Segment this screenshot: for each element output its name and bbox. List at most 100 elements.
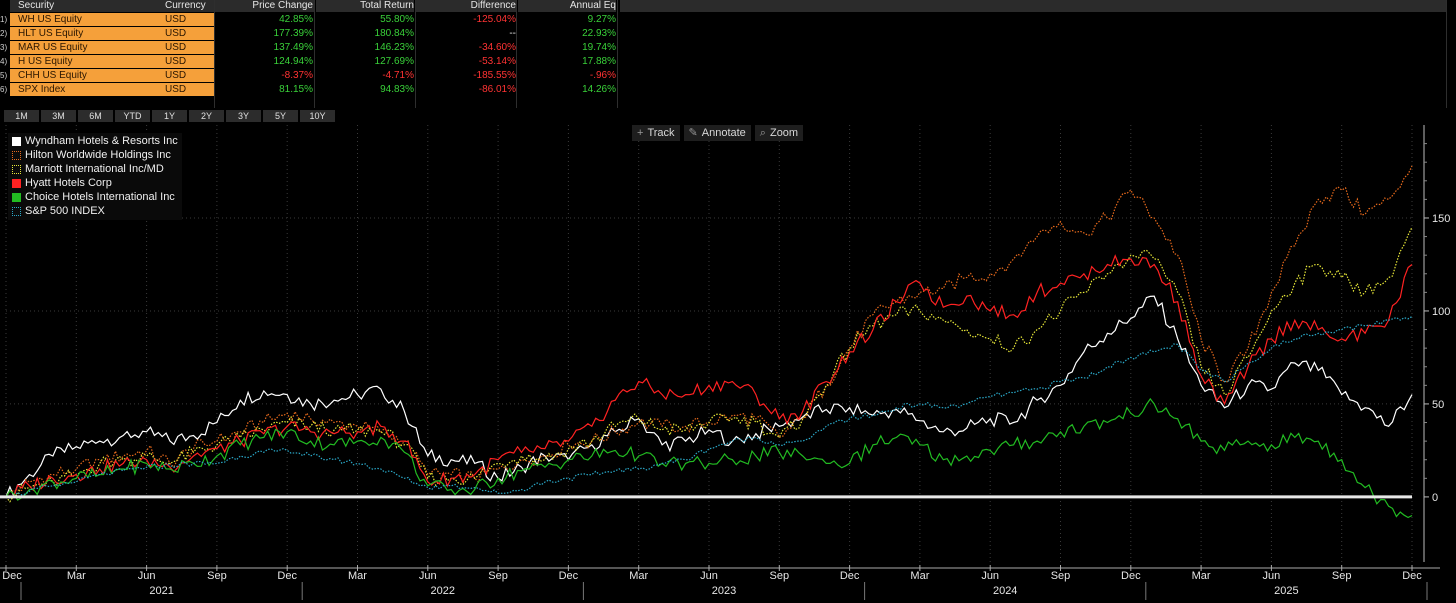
x-tick-label: Jun bbox=[981, 570, 999, 582]
annual-eq-cell: 9.27% bbox=[587, 14, 616, 25]
year-label: 2025 bbox=[1274, 585, 1298, 597]
col-header-security[interactable]: Security bbox=[10, 0, 168, 12]
total-return-cell: 127.69% bbox=[374, 56, 414, 67]
legend-swatch bbox=[12, 178, 21, 188]
column-divider bbox=[1446, 0, 1447, 108]
y-tick-label: 50 bbox=[1432, 399, 1444, 411]
difference-cell: -125.04% bbox=[473, 14, 516, 25]
x-tick-label: Jun bbox=[700, 570, 718, 582]
legend-item[interactable]: Choice Hotels International Inc bbox=[12, 190, 178, 204]
x-tick-label: Sep bbox=[770, 570, 790, 582]
difference-cell: -34.60% bbox=[478, 42, 516, 53]
year-label: 2023 bbox=[712, 585, 736, 597]
pencil-icon: ✎ bbox=[688, 127, 698, 139]
row-number: 3) bbox=[0, 43, 8, 52]
security-cell: HLT US Equity bbox=[10, 27, 168, 40]
x-tick-label: Sep bbox=[1051, 570, 1071, 582]
series-line[interactable] bbox=[5, 295, 1413, 498]
x-tick-label: Dec bbox=[2, 570, 22, 582]
period-button-2y[interactable]: 2Y bbox=[189, 110, 224, 122]
period-button-5y[interactable]: 5Y bbox=[263, 110, 298, 122]
period-button-1y[interactable]: 1Y bbox=[152, 110, 187, 122]
row-number: 1) bbox=[0, 15, 8, 24]
legend-item[interactable]: Hyatt Hotels Corp bbox=[12, 176, 178, 190]
y-tick-label: 150 bbox=[1432, 213, 1450, 225]
legend-item[interactable]: Marriott International Inc/MD bbox=[12, 162, 178, 176]
column-divider bbox=[516, 0, 517, 108]
annual-eq-cell: 22.93% bbox=[582, 28, 616, 39]
series-line[interactable] bbox=[5, 254, 1413, 498]
tool-label: Zoom bbox=[769, 127, 799, 139]
annual-eq-cell: 17.88% bbox=[582, 56, 616, 67]
period-button-6m[interactable]: 6M bbox=[78, 110, 113, 122]
row-number: 6) bbox=[0, 85, 8, 94]
year-label: 2022 bbox=[431, 585, 455, 597]
x-tick-label: Dec bbox=[1121, 570, 1141, 582]
column-divider bbox=[617, 0, 618, 108]
period-button-ytd[interactable]: YTD bbox=[115, 110, 150, 122]
difference-cell: -- bbox=[509, 28, 516, 39]
legend-item[interactable]: Hilton Worldwide Holdings Inc bbox=[12, 148, 178, 162]
period-button-3m[interactable]: 3M bbox=[41, 110, 76, 122]
legend-label: Hyatt Hotels Corp bbox=[25, 177, 112, 189]
summary-table: Security Currency Price Change Total Ret… bbox=[0, 0, 1456, 108]
security-cell: SPX Index bbox=[10, 83, 168, 96]
currency-cell: USD bbox=[162, 55, 214, 68]
annual-eq-cell: -.96% bbox=[589, 70, 616, 81]
row-number: 5) bbox=[0, 71, 8, 80]
x-tick-label: Sep bbox=[488, 570, 508, 582]
legend-item[interactable]: Wyndham Hotels & Resorts Inc bbox=[12, 134, 178, 148]
x-tick-label: Dec bbox=[1402, 570, 1422, 582]
difference-cell: -53.14% bbox=[478, 56, 516, 67]
col-header-price-change[interactable]: Price Change bbox=[215, 0, 315, 12]
series-line[interactable] bbox=[5, 397, 1413, 519]
annual-eq-cell: 19.74% bbox=[582, 42, 616, 53]
chart-toolbar: + Track ✎ Annotate ⌕ Zoom bbox=[632, 125, 804, 141]
period-button-10y[interactable]: 10Y bbox=[300, 110, 335, 122]
x-tick-label: Jun bbox=[419, 570, 437, 582]
period-button-3y[interactable]: 3Y bbox=[226, 110, 261, 122]
difference-cell: -185.55% bbox=[473, 70, 516, 81]
chart-legend: Wyndham Hotels & Resorts Inc Hilton World… bbox=[8, 133, 182, 220]
annotate-button[interactable]: ✎ Annotate bbox=[683, 125, 751, 141]
currency-cell: USD bbox=[162, 69, 214, 82]
legend-swatch bbox=[12, 136, 21, 146]
year-label: 2021 bbox=[149, 585, 173, 597]
legend-label: Hilton Worldwide Holdings Inc bbox=[25, 149, 171, 161]
x-tick-label: Mar bbox=[1192, 570, 1211, 582]
crosshair-icon: + bbox=[637, 127, 644, 139]
currency-cell: USD bbox=[162, 41, 214, 54]
zoom-button[interactable]: ⌕ Zoom bbox=[754, 125, 804, 141]
price-change-cell: -8.37% bbox=[281, 70, 313, 81]
x-tick-label: Sep bbox=[1332, 570, 1352, 582]
total-return-cell: 180.84% bbox=[374, 28, 414, 39]
col-header-annual-eq[interactable]: Annual Eq bbox=[518, 0, 616, 12]
x-tick-label: Sep bbox=[207, 570, 227, 582]
legend-label: Marriott International Inc/MD bbox=[25, 163, 164, 175]
series-line[interactable] bbox=[5, 227, 1413, 503]
col-header-total-return[interactable]: Total Return bbox=[316, 0, 414, 12]
legend-swatch bbox=[12, 164, 21, 174]
magnifier-icon: ⌕ bbox=[759, 127, 766, 139]
security-cell: WH US Equity bbox=[10, 13, 168, 26]
x-tick-label: Dec bbox=[559, 570, 579, 582]
legend-swatch bbox=[12, 206, 21, 216]
series-line[interactable] bbox=[5, 315, 1413, 499]
total-return-cell: 146.23% bbox=[374, 42, 414, 53]
legend-label: Wyndham Hotels & Resorts Inc bbox=[25, 135, 178, 147]
legend-item[interactable]: S&P 500 INDEX bbox=[12, 204, 178, 218]
col-header-currency[interactable]: Currency bbox=[162, 0, 215, 12]
legend-label: Choice Hotels International Inc bbox=[25, 191, 175, 203]
column-divider bbox=[314, 0, 315, 108]
x-tick-label: Dec bbox=[840, 570, 860, 582]
x-tick-label: Mar bbox=[910, 570, 929, 582]
total-return-cell: -4.71% bbox=[382, 70, 414, 81]
security-cell: CHH US Equity bbox=[10, 69, 168, 82]
period-button-1m[interactable]: 1M bbox=[4, 110, 39, 122]
col-header-difference[interactable]: Difference bbox=[416, 0, 516, 12]
track-button[interactable]: + Track bbox=[632, 125, 680, 141]
series-line[interactable] bbox=[5, 165, 1413, 498]
total-return-cell: 55.80% bbox=[380, 14, 414, 25]
x-tick-label: Mar bbox=[348, 570, 367, 582]
